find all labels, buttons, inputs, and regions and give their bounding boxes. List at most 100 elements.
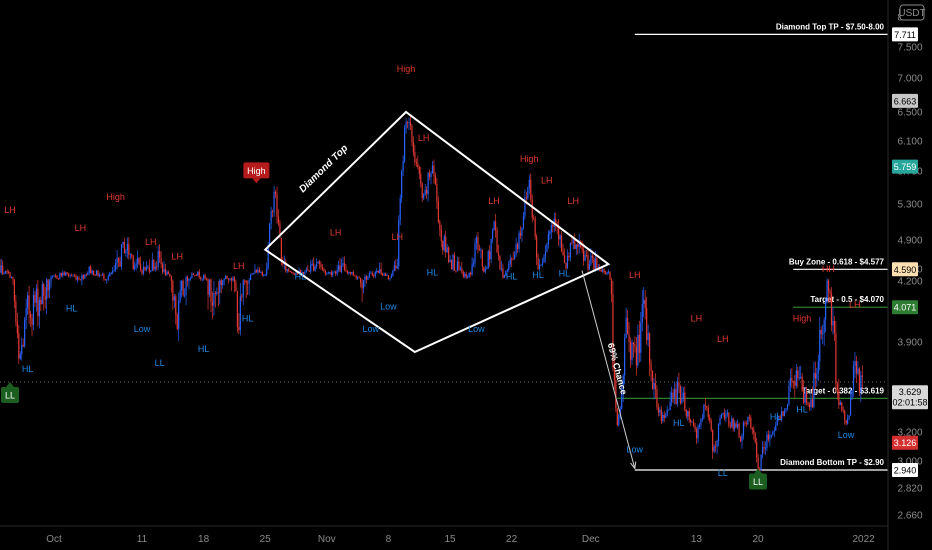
candle-body <box>800 376 802 378</box>
candle-body <box>276 194 278 218</box>
x-tick-label: 18 <box>198 534 210 545</box>
y-tick-label: 3.200 <box>897 428 922 439</box>
candle-body <box>643 299 645 305</box>
candle-body <box>167 271 170 274</box>
candle-body <box>462 271 464 277</box>
candle-body <box>810 399 812 407</box>
candle-body <box>2 265 4 274</box>
candle-body <box>238 326 240 331</box>
candle-body <box>232 277 234 281</box>
candle-body <box>543 256 545 263</box>
candle-body <box>51 276 54 278</box>
candle-body <box>207 279 209 295</box>
candle-body <box>159 251 161 258</box>
candle-body <box>647 333 649 341</box>
candle-body <box>574 239 576 249</box>
candle-body <box>230 278 233 281</box>
candle-body <box>252 273 255 275</box>
candle-body <box>691 421 693 423</box>
candle-body <box>764 447 767 449</box>
candle-body <box>638 334 640 353</box>
candle-body <box>436 184 438 202</box>
candle-body <box>236 291 238 327</box>
candle-body <box>697 426 699 439</box>
candle-body <box>464 273 466 277</box>
projection-arrow-head <box>630 461 637 470</box>
candle-body <box>596 258 598 270</box>
candle-body <box>330 272 332 276</box>
candle-body <box>861 375 863 377</box>
candle-body <box>392 270 394 276</box>
candle-body <box>421 183 423 199</box>
candle-body <box>811 399 814 408</box>
candle-body <box>398 220 400 267</box>
x-tick-label: Dec <box>582 534 600 545</box>
candle-body <box>628 334 630 342</box>
candle-body <box>129 254 131 256</box>
swing-label: LH <box>849 299 861 309</box>
candle-body <box>56 275 58 279</box>
candle-body <box>748 417 750 418</box>
candle-body <box>584 255 586 261</box>
candle-body <box>269 223 271 246</box>
candle-body <box>85 274 87 276</box>
candle-body <box>37 288 39 317</box>
candle-body <box>618 414 620 425</box>
candle-body <box>216 292 218 294</box>
candle-body <box>110 272 112 274</box>
candle-body <box>402 160 404 171</box>
candle-body <box>286 269 288 272</box>
candle-body <box>128 243 130 255</box>
currency-badge[interactable]: USDT <box>898 4 926 21</box>
candle-body <box>544 251 547 257</box>
candle-body <box>792 381 794 383</box>
candle-body <box>220 280 222 285</box>
candle-body <box>817 361 819 374</box>
candle-body <box>73 275 76 277</box>
candle-body <box>798 377 800 379</box>
candle-body <box>355 276 357 279</box>
candle-body <box>260 272 262 273</box>
candle-body <box>315 263 318 267</box>
candle-body <box>509 258 511 264</box>
candle-body <box>201 278 203 280</box>
candle-body <box>362 280 365 289</box>
candle-body <box>349 271 351 274</box>
candle-body <box>332 272 334 276</box>
candle-body <box>173 296 175 301</box>
candle-body <box>703 404 705 419</box>
candle-body <box>538 264 541 269</box>
candle-body <box>47 279 49 291</box>
candle-body <box>383 273 385 276</box>
candle-body <box>35 288 38 303</box>
swing-label: LH <box>391 232 403 242</box>
countdown-timer: 02:01:58 <box>892 398 927 408</box>
candle-body <box>563 255 566 263</box>
candle-body <box>274 191 277 195</box>
candle-body <box>852 366 855 390</box>
candle-body <box>439 222 441 230</box>
candle-body <box>492 229 494 240</box>
candle-body <box>352 272 354 276</box>
candle-body <box>170 276 172 281</box>
swing-label: HL <box>66 304 78 314</box>
candle-body <box>217 292 219 294</box>
candle-body <box>682 392 684 399</box>
candle-body <box>361 282 363 289</box>
candle-body <box>577 244 579 247</box>
candle-body <box>566 256 569 269</box>
candle-body <box>12 277 14 280</box>
candle-body <box>15 301 17 322</box>
candle-body <box>317 261 319 264</box>
candle-body <box>90 266 92 274</box>
candle-body <box>687 411 689 417</box>
candle-body <box>519 232 522 236</box>
candle-body <box>125 250 127 254</box>
candle-body <box>823 320 825 333</box>
candle-body <box>808 404 811 407</box>
candle-body <box>120 244 123 267</box>
candle-body <box>289 271 291 273</box>
candle-body <box>346 270 349 274</box>
candle-body <box>367 276 369 280</box>
